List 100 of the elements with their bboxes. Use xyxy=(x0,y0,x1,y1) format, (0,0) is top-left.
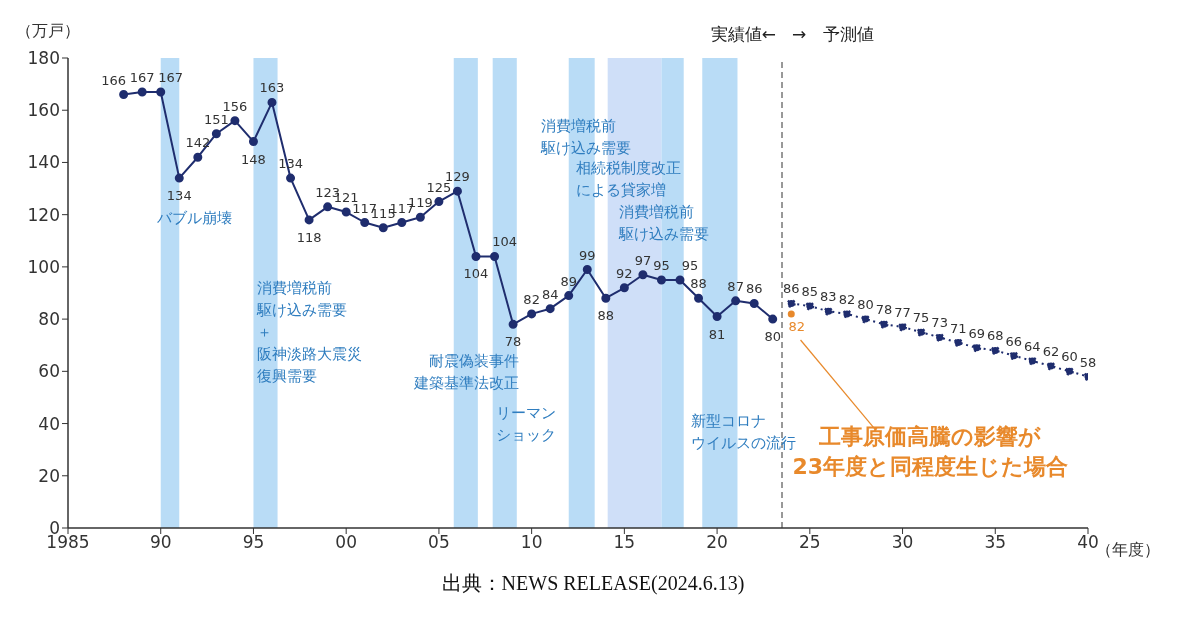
point xyxy=(286,173,296,183)
data-label: 68 xyxy=(987,328,1004,344)
x-tick-label: 15 xyxy=(613,532,636,553)
point xyxy=(935,332,945,342)
data-label: 97 xyxy=(634,252,652,268)
point xyxy=(415,212,425,222)
data-label: 85 xyxy=(801,284,819,300)
y-tick-label: 100 xyxy=(27,256,60,277)
x-tick-label: 90 xyxy=(149,532,172,553)
data-label: 166 xyxy=(101,72,127,88)
data-label: 87 xyxy=(727,278,744,294)
point xyxy=(860,314,870,324)
point xyxy=(341,207,351,217)
point xyxy=(545,304,555,314)
point xyxy=(1027,356,1037,366)
data-label: 167 xyxy=(158,69,184,85)
data-label: 89 xyxy=(560,273,577,289)
point xyxy=(656,275,666,285)
x-tick-label: 05 xyxy=(428,532,450,553)
point xyxy=(397,218,407,227)
point xyxy=(916,327,926,337)
band-label: 消費増税前駆け込み需要 xyxy=(539,117,631,158)
point xyxy=(527,309,537,319)
point xyxy=(823,306,833,316)
data-label: 83 xyxy=(820,289,837,305)
x-tick-label: 25 xyxy=(799,532,821,553)
point xyxy=(898,322,908,332)
point xyxy=(638,270,648,280)
data-label: 151 xyxy=(203,111,229,127)
data-label: 62 xyxy=(1042,344,1060,360)
data-label: 104 xyxy=(492,234,517,250)
data-label: 78 xyxy=(875,302,893,318)
data-label: 156 xyxy=(222,98,248,114)
point xyxy=(471,251,481,261)
data-label: 86 xyxy=(783,281,800,297)
point xyxy=(360,218,370,227)
source-note: 出典：NEWS RELEASE(2024.6.13) xyxy=(440,571,746,597)
point xyxy=(972,343,982,353)
data-label: 88 xyxy=(597,308,615,324)
data-label: 82 xyxy=(838,291,856,307)
data-label: 163 xyxy=(259,80,285,96)
data-label: 75 xyxy=(912,310,930,326)
data-label: 82 xyxy=(523,291,540,307)
data-label: 134 xyxy=(166,188,192,204)
data-label: 92 xyxy=(616,265,633,281)
point xyxy=(619,283,629,293)
data-label: 82 xyxy=(788,319,806,335)
band-label: 相続税制度改正による貸家増 xyxy=(576,158,682,199)
point xyxy=(230,116,240,126)
point xyxy=(248,137,258,147)
point xyxy=(731,296,741,306)
band-label: バブル崩壊 xyxy=(156,208,233,227)
data-label: 58 xyxy=(1079,354,1097,370)
data-label: 71 xyxy=(949,320,967,336)
point xyxy=(787,310,795,318)
point xyxy=(786,298,796,308)
x-tick-label: 40 xyxy=(1077,532,1099,553)
point xyxy=(490,251,500,261)
text: 実績値← xyxy=(710,24,776,44)
point xyxy=(452,186,462,196)
data-label: 104 xyxy=(463,266,489,282)
data-label: 125 xyxy=(426,179,452,195)
point xyxy=(564,291,574,301)
band-label: リーマンショック xyxy=(496,404,557,445)
point xyxy=(1046,361,1056,371)
point xyxy=(267,97,277,107)
data-label: 77 xyxy=(894,304,911,320)
point xyxy=(1009,351,1019,361)
point xyxy=(842,309,852,319)
point xyxy=(378,223,388,233)
point xyxy=(193,152,203,162)
x-tick-label: 10 xyxy=(520,532,543,553)
point xyxy=(694,293,704,303)
x-tick-label: 00 xyxy=(335,532,357,553)
data-label: 78 xyxy=(504,334,522,350)
x-tick-label: 35 xyxy=(984,532,1007,553)
y-tick-label: 140 xyxy=(27,152,60,173)
data-label: 95 xyxy=(653,257,670,273)
point xyxy=(119,90,129,100)
y-tick-label: 80 xyxy=(38,309,60,330)
data-label: 99 xyxy=(579,247,596,263)
y-tick-label: 60 xyxy=(38,361,60,382)
data-label: 86 xyxy=(745,281,763,297)
point xyxy=(582,265,592,274)
x-tick-label: 20 xyxy=(706,532,728,553)
data-label: 81 xyxy=(708,326,726,342)
point xyxy=(990,345,1000,355)
data-label: 60 xyxy=(1061,349,1078,365)
data-label: 167 xyxy=(129,69,155,85)
data-label: 95 xyxy=(681,257,699,273)
point xyxy=(156,87,166,97)
point xyxy=(805,301,815,311)
point xyxy=(749,298,759,308)
point xyxy=(211,129,221,139)
text: → 予測値 xyxy=(792,24,875,44)
point xyxy=(953,338,963,348)
point xyxy=(304,215,314,225)
y-tick-label: 180 xyxy=(27,48,60,69)
data-label: 80 xyxy=(857,297,874,313)
data-label: 84 xyxy=(541,286,559,302)
